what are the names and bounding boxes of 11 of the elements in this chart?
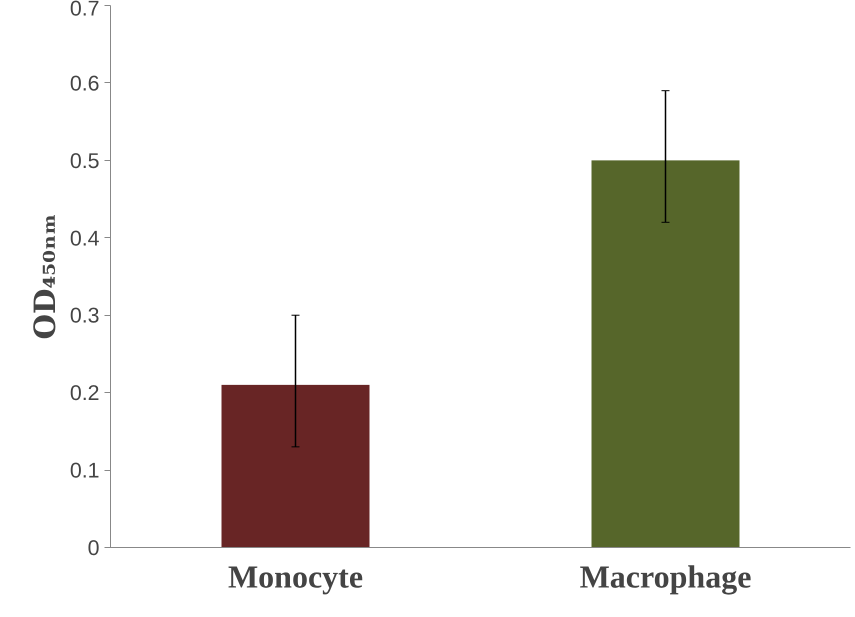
y-tick-label: 0.3: [70, 304, 100, 328]
x-tick-label: Macrophage: [580, 558, 752, 596]
x-tick-label: Monocyte: [228, 558, 364, 594]
y-tick-label: 0.5: [70, 148, 100, 173]
y-tick-label: 0.1: [70, 458, 100, 483]
y-tick-label: 0: [88, 536, 100, 560]
y-tick-label: 0.7: [70, 0, 100, 20]
y-tick-label: 0.6: [70, 71, 100, 96]
y-tick-label: 0.4: [70, 226, 100, 250]
y-axis-title: OD₄₅₀ₙₘ: [26, 213, 62, 340]
y-tick-label: 0.2: [70, 381, 100, 406]
